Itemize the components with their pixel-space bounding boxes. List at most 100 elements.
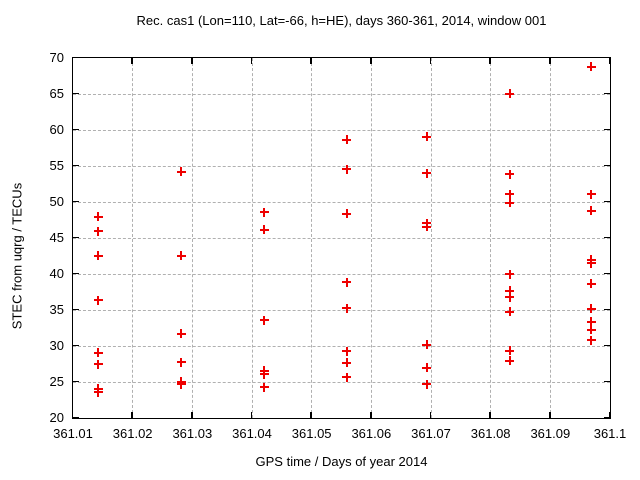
data-point-marker: [176, 251, 186, 260]
tick-mark: [603, 56, 610, 59]
data-point-marker: [505, 292, 515, 302]
data-point-marker: [259, 382, 269, 392]
tick-mark: [603, 200, 610, 203]
data-point-marker: [505, 198, 515, 208]
data-point-marker: [505, 356, 515, 366]
data-point-marker: [422, 379, 432, 389]
grid-line-vertical: [191, 57, 193, 418]
data-point-marker: [176, 329, 186, 339]
x-tick-label: 361.05: [291, 426, 332, 441]
tick-mark: [608, 411, 611, 418]
data-point-marker: [93, 251, 103, 260]
data-point-marker: [176, 357, 186, 367]
tick-mark: [429, 411, 432, 418]
x-tick-label: 361.09: [530, 426, 571, 441]
y-tick-label: 70: [49, 50, 64, 65]
grid-line-vertical: [490, 57, 492, 418]
tick-mark: [71, 411, 74, 418]
data-point-marker: [342, 303, 352, 313]
data-point-marker: [176, 379, 186, 389]
data-point-marker: [422, 363, 432, 373]
grid-line-vertical: [430, 57, 432, 418]
grid-line-vertical: [549, 57, 551, 418]
y-tick-label: 60: [49, 122, 64, 137]
tick-mark: [603, 272, 610, 275]
y-tick-label: 25: [49, 374, 64, 389]
grid-line-vertical: [251, 57, 253, 418]
data-point-marker: [93, 212, 103, 222]
grid-line-horizontal: [72, 273, 610, 275]
y-tick-label: 50: [49, 194, 64, 209]
x-tick-label: 361.01: [53, 426, 93, 441]
data-point-marker: [259, 369, 269, 379]
grid-line-horizontal: [72, 309, 610, 311]
x-tick-label: 361.08: [470, 426, 511, 441]
data-point-marker: [259, 207, 269, 217]
tick-mark: [72, 236, 79, 239]
data-point-marker: [259, 225, 269, 235]
x-tick-label: 361.1: [593, 426, 627, 441]
data-point-marker: [505, 286, 515, 296]
tick-mark: [370, 411, 372, 418]
data-point-marker: [505, 307, 515, 317]
data-point-marker: [422, 222, 432, 232]
tick-mark: [489, 411, 491, 418]
data-point-marker: [586, 279, 596, 289]
data-point-marker: [586, 258, 596, 268]
tick-mark: [310, 57, 312, 64]
tick-mark: [72, 380, 79, 383]
tick-mark: [603, 308, 610, 311]
tick-mark: [72, 92, 79, 95]
tick-mark: [72, 128, 79, 131]
tick-mark: [72, 344, 79, 347]
grid-line-vertical: [132, 57, 134, 418]
tick-mark: [72, 416, 79, 419]
y-tick-label: 45: [49, 230, 64, 245]
data-point-marker: [342, 164, 352, 174]
tick-mark: [72, 272, 79, 275]
tick-mark: [370, 57, 372, 64]
tick-mark: [72, 164, 79, 167]
tick-mark: [429, 57, 432, 64]
grid-line-horizontal: [72, 129, 610, 131]
tick-mark: [603, 344, 610, 347]
data-point-marker: [505, 269, 515, 279]
data-point-marker: [505, 346, 515, 356]
x-tick-label: 361.04: [232, 426, 272, 441]
tick-mark: [549, 411, 551, 418]
grid-line-horizontal: [72, 93, 610, 95]
tick-mark: [489, 57, 491, 64]
grid-line-vertical: [370, 57, 372, 418]
y-tick-label: 55: [49, 158, 64, 173]
tick-mark: [603, 380, 610, 383]
y-tick-label: 30: [49, 338, 64, 353]
data-point-marker: [93, 387, 103, 397]
data-point-marker: [586, 62, 596, 72]
tick-mark: [603, 164, 610, 167]
grid-line-vertical: [311, 57, 313, 418]
data-point-marker: [342, 372, 352, 382]
tick-mark: [72, 308, 79, 311]
data-point-marker: [93, 295, 103, 305]
tick-mark: [71, 57, 74, 64]
grid-line-horizontal: [72, 165, 610, 167]
data-point-marker: [93, 226, 103, 236]
grid-line-horizontal: [72, 381, 610, 383]
y-tick-label: 20: [49, 410, 64, 425]
tick-mark: [603, 236, 610, 239]
data-point-marker: [93, 359, 103, 369]
x-tick-label: 361.07: [411, 426, 451, 441]
grid-line-horizontal: [72, 201, 610, 203]
data-point-marker: [342, 358, 352, 368]
y-tick-label: 40: [49, 266, 64, 281]
data-point-marker: [342, 346, 352, 356]
grid-line-horizontal: [72, 345, 610, 347]
data-point-marker: [505, 169, 515, 179]
tick-mark: [131, 57, 133, 64]
tick-mark: [250, 411, 253, 418]
y-tick-label: 35: [49, 302, 64, 317]
data-point-marker: [422, 132, 432, 142]
tick-mark: [72, 56, 79, 59]
x-axis-label: GPS time / Days of year 2014: [255, 454, 428, 469]
data-point-marker: [422, 340, 432, 350]
